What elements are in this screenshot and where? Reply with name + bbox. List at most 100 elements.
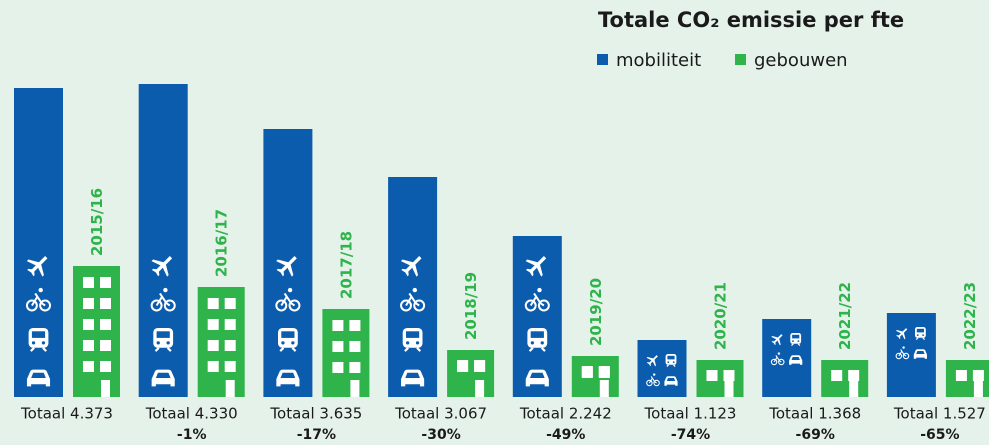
wheel: [902, 352, 910, 360]
icon-plane: [400, 256, 422, 277]
legs: [404, 347, 422, 352]
head: [287, 287, 293, 293]
total-label: Totaal 2.242: [519, 405, 612, 423]
icon-bike: [25, 287, 52, 312]
window: [31, 331, 46, 338]
window: [207, 319, 219, 330]
category-label: 2022/23: [961, 282, 979, 350]
head: [38, 287, 43, 293]
window: [831, 370, 843, 381]
icon-train: [153, 328, 174, 352]
wheel: [524, 299, 537, 312]
wheel: [646, 379, 653, 387]
wheel: [39, 299, 52, 312]
icons: [646, 354, 735, 397]
lamp: [667, 361, 670, 363]
window: [207, 340, 219, 351]
bar-gebouwen: [447, 350, 495, 397]
icons: [770, 333, 860, 397]
window: [792, 334, 800, 339]
window: [83, 340, 94, 351]
frame: [280, 292, 296, 307]
icon-train: [915, 327, 926, 341]
lamp: [792, 340, 794, 342]
lamp: [41, 341, 46, 345]
window: [406, 331, 420, 338]
icon-bike: [646, 373, 660, 387]
head: [163, 287, 168, 293]
window: [955, 370, 967, 381]
icon-plane: [276, 256, 297, 277]
icons: [25, 256, 111, 397]
window: [530, 331, 544, 338]
icon-plane: [896, 328, 908, 340]
total-label: Totaal 3.635: [269, 405, 362, 423]
icon-plane: [151, 256, 173, 277]
bar-mobiliteit: [762, 319, 812, 397]
frame: [405, 292, 420, 307]
lamp: [166, 341, 170, 345]
total-label: Totaal 4.373: [20, 405, 113, 423]
window: [100, 277, 111, 288]
category-label: 2019/20: [587, 278, 605, 346]
bar-mobiliteit: [637, 340, 687, 397]
window: [972, 370, 984, 381]
door: [101, 380, 110, 397]
icon-plane: [525, 256, 547, 277]
change-label: -17%: [297, 427, 336, 443]
wheel: [413, 299, 426, 312]
bar-gebouwen: [73, 266, 120, 397]
change-label: -49%: [546, 427, 585, 443]
head: [902, 346, 905, 349]
window: [224, 298, 236, 309]
legend-label: mobiliteit: [616, 50, 701, 71]
legs: [154, 347, 172, 352]
window: [156, 331, 170, 338]
wheel: [25, 299, 38, 312]
lamp: [406, 341, 410, 345]
bar-mobiliteit: [886, 313, 936, 397]
bar-gebouwen: [571, 356, 619, 397]
icon-train: [527, 328, 548, 352]
legs: [279, 347, 297, 352]
icon-train: [28, 328, 49, 352]
wheel: [275, 299, 288, 312]
lamp: [530, 341, 534, 345]
lamp: [922, 334, 924, 336]
category-label: 2015/16: [88, 188, 106, 256]
category-label: 2017/18: [337, 231, 355, 299]
change-label: -69%: [796, 427, 835, 443]
legend-label: gebouwen: [754, 50, 848, 71]
icon-car: [151, 369, 175, 387]
category-label: 2021/22: [836, 282, 854, 350]
window: [706, 370, 718, 381]
window: [332, 341, 344, 352]
door: [475, 380, 485, 397]
wheel: [770, 358, 778, 366]
bar-mobiliteit: [138, 84, 188, 397]
window: [224, 361, 236, 372]
window: [207, 298, 219, 309]
lamp: [281, 341, 285, 345]
icons: [895, 327, 984, 397]
change-label: -30%: [421, 427, 460, 443]
lamp: [156, 341, 160, 345]
legs: [30, 347, 47, 352]
category-label: 2016/17: [213, 209, 231, 277]
icon-train: [790, 333, 802, 347]
lamp: [291, 341, 295, 345]
frame: [155, 292, 171, 307]
wheel: [778, 358, 785, 366]
head: [537, 287, 542, 293]
door: [973, 380, 983, 397]
door: [225, 380, 235, 397]
wheel: [653, 379, 660, 387]
icon-car: [789, 355, 803, 365]
icon-bike: [524, 287, 550, 312]
window: [83, 277, 94, 288]
door: [599, 380, 609, 397]
window: [598, 366, 610, 377]
window: [916, 328, 924, 333]
